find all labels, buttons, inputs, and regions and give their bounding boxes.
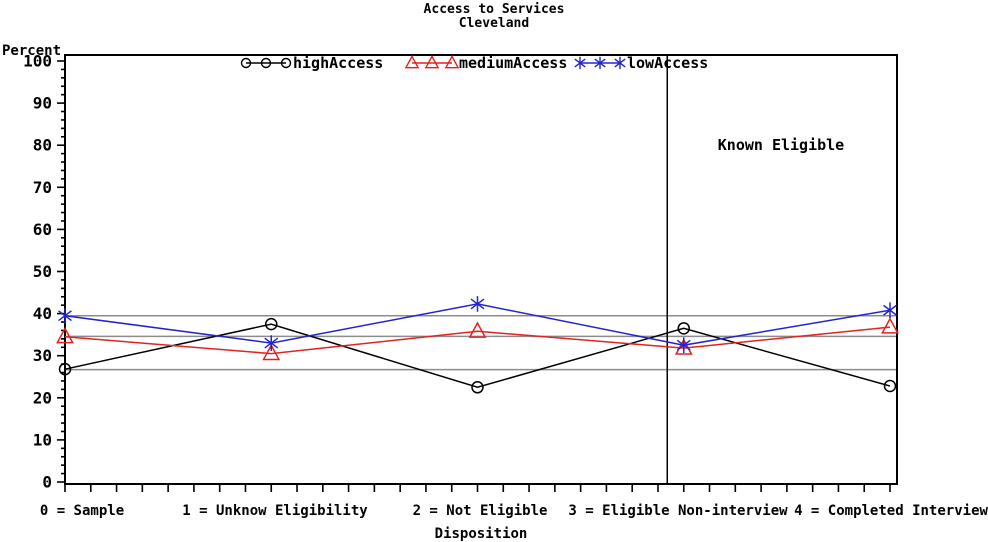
legend-item-lowAccess: lowAccess [574,54,708,72]
plot-frame [64,54,898,485]
svg-text:80: 80 [33,136,52,155]
reference-lines [65,314,897,371]
series-lowAccess [58,296,897,353]
series-highAccess [58,317,897,394]
svg-text:highAccess: highAccess [293,54,383,72]
svg-text:0 = Sample: 0 = Sample [40,503,124,519]
svg-text:lowAccess: lowAccess [627,54,708,72]
x-axis [64,484,891,492]
series-mediumAccess [56,317,899,361]
y-axis: 0 10 20 30 40 50 60 70 80 90 100 [23,52,65,492]
svg-text:1 = Unknow Eligibility: 1 = Unknow Eligibility [182,503,368,519]
legend: highAccess mediumAccess lowAccess [240,54,708,72]
svg-text:40: 40 [33,304,52,323]
chart-subtitle: Cleveland [458,16,530,31]
x-tick-labels: 0 = Sample 1 = Unknow Eligibility 2 = Not … [40,503,988,519]
svg-text:mediumAccess: mediumAccess [459,54,567,72]
svg-text:70: 70 [33,178,52,197]
svg-text:10: 10 [33,430,52,449]
svg-text:100: 100 [23,52,52,71]
x-axis-title: Disposition [434,526,528,542]
svg-text:4 = Completed Interview: 4 = Completed Interview [794,503,988,519]
svg-text:Known Eligible: Known Eligible [718,136,844,154]
svg-text:0: 0 [42,473,52,492]
known-eligible-label: Known Eligible [718,136,844,154]
legend-item-highAccess: highAccess [240,54,383,72]
svg-text:60: 60 [33,220,52,239]
chart-title: Access to Services [423,2,565,17]
y-axis-title: Percent [2,43,62,59]
svg-text:50: 50 [33,262,52,281]
svg-text:2 = Not Eligible: 2 = Not Eligible [413,503,548,519]
svg-text:90: 90 [33,94,52,113]
svg-text:20: 20 [33,388,52,407]
legend-item-mediumAccess: mediumAccess [404,54,567,72]
svg-text:30: 30 [33,346,52,365]
svg-text:3 = Eligible Non-interview: 3 = Eligible Non-interview [568,503,788,519]
